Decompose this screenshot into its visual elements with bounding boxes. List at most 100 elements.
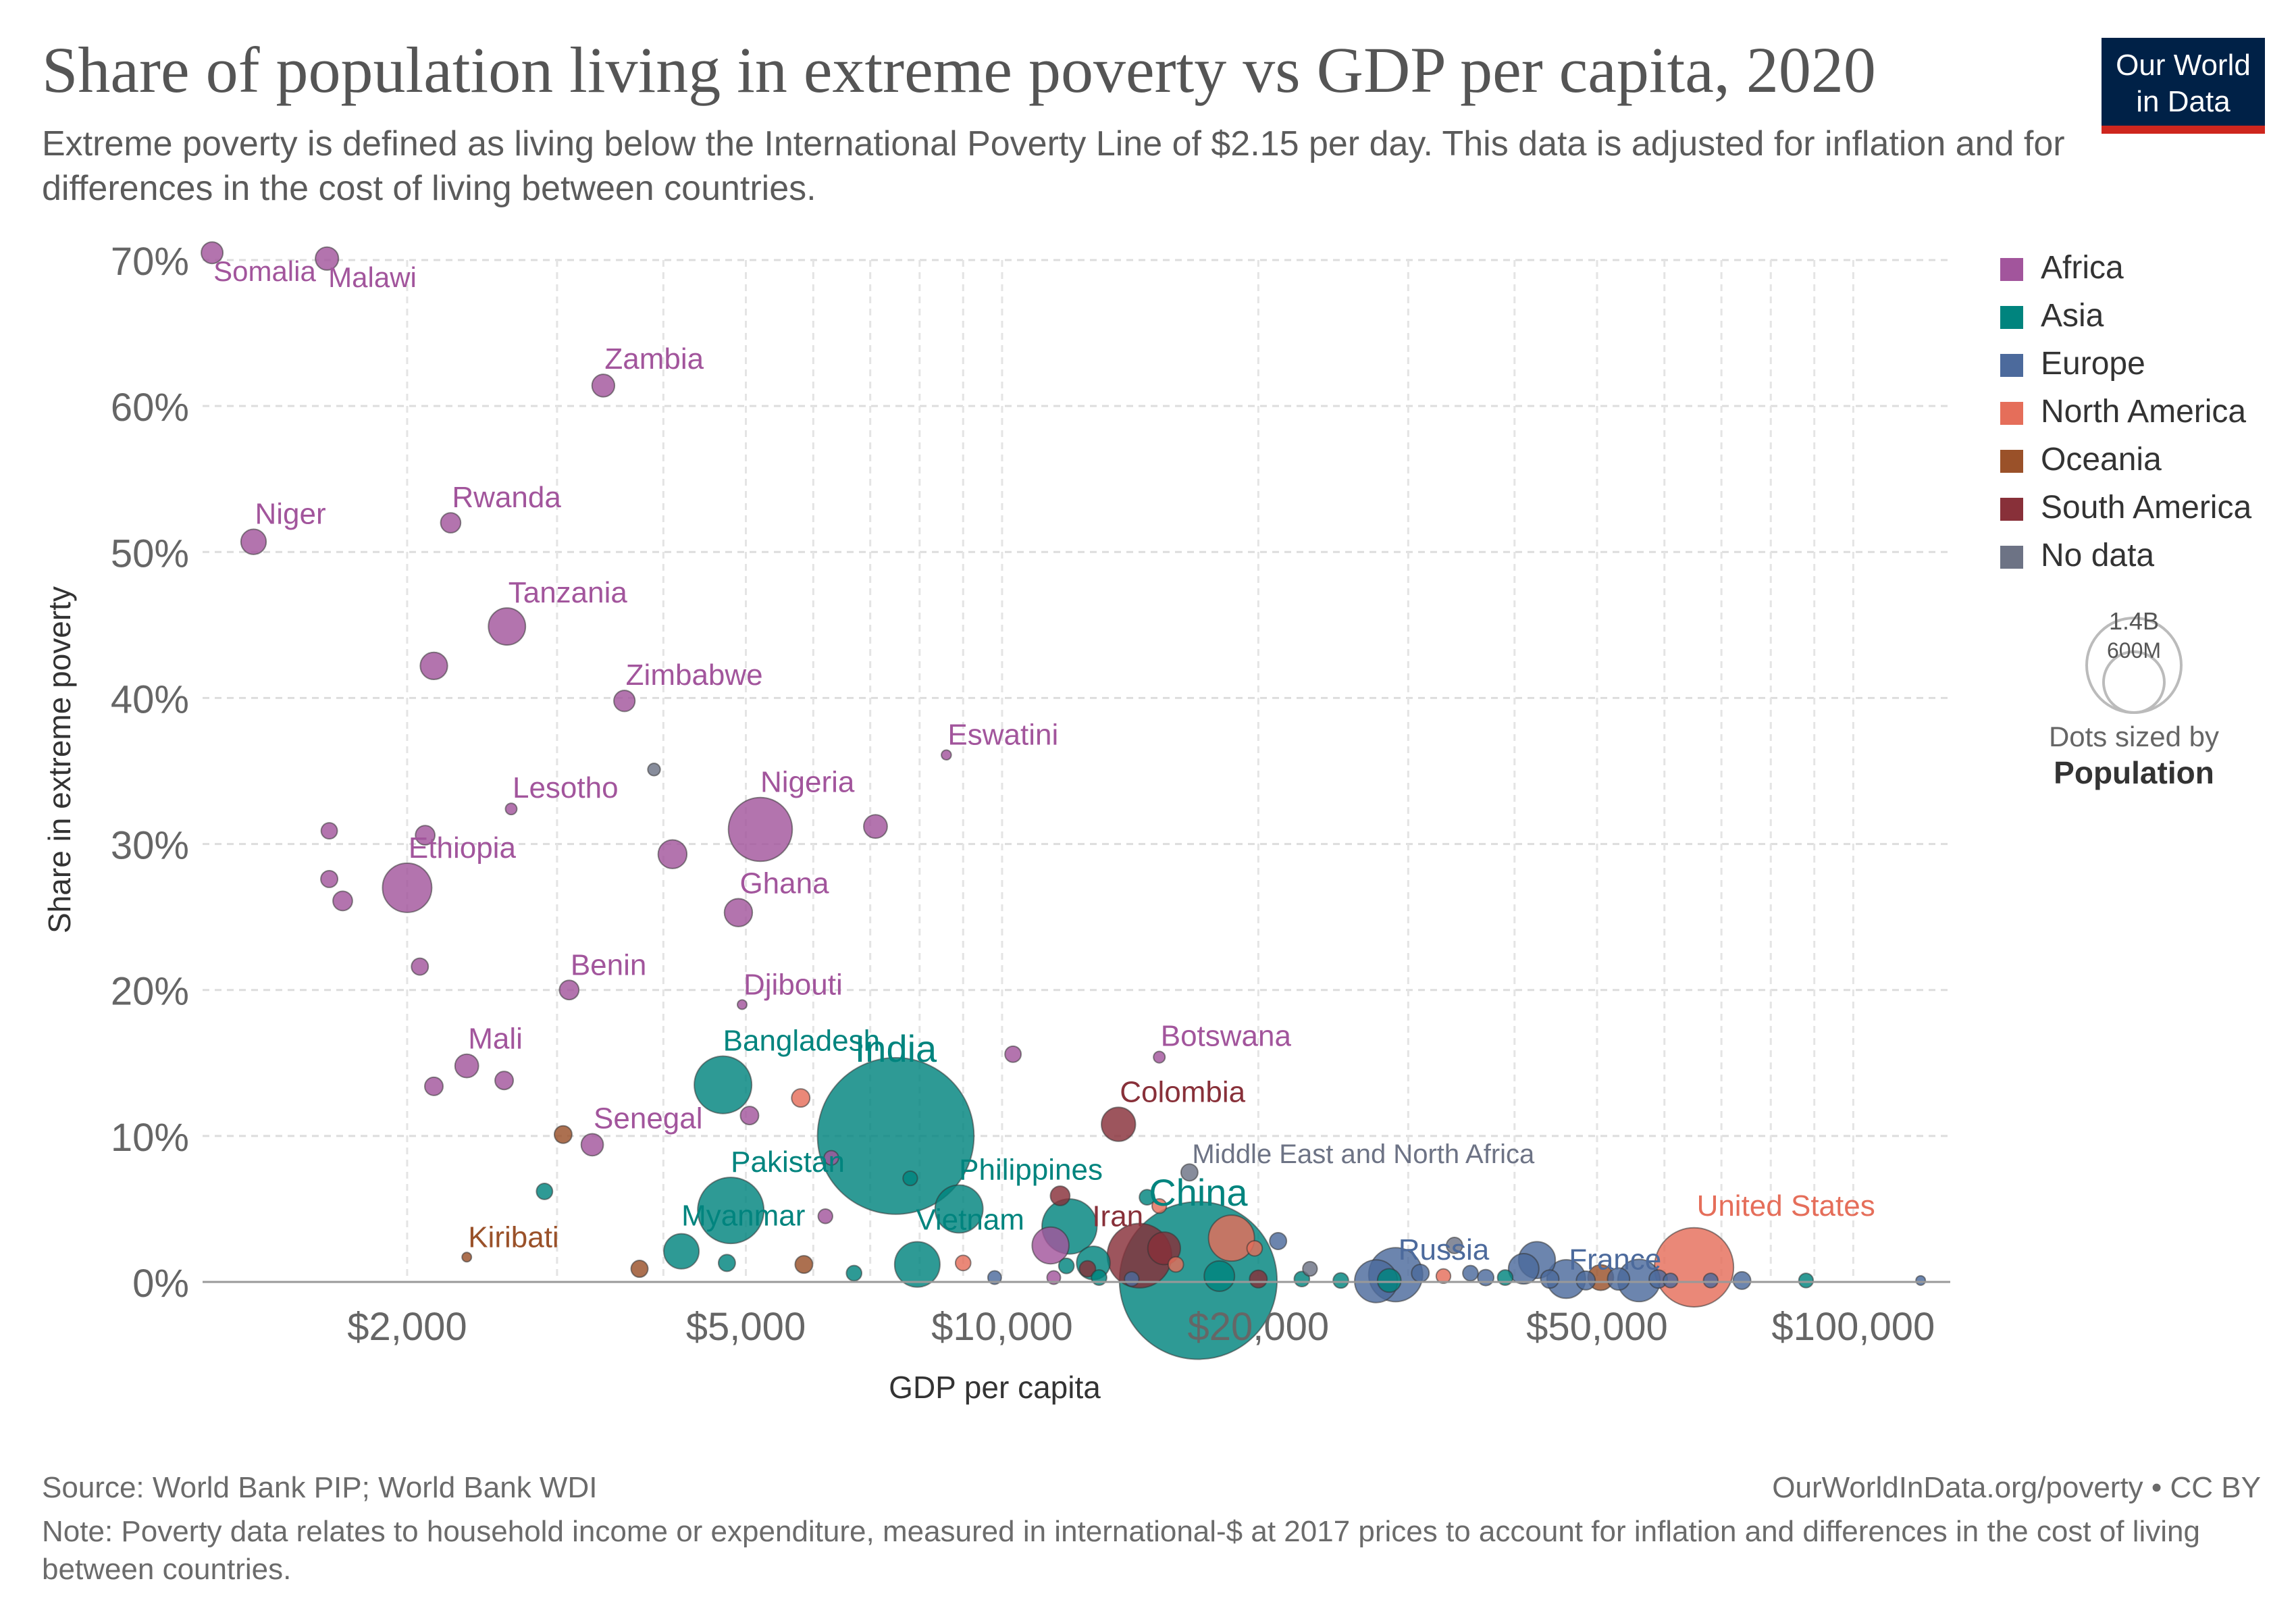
point-label: Malawi <box>328 261 417 293</box>
data-point <box>1915 1275 1927 1286</box>
data-point <box>201 241 224 265</box>
data-point <box>504 802 518 816</box>
data-point <box>1167 1256 1184 1273</box>
data-point <box>845 1264 863 1282</box>
legend-swatch <box>2000 498 2023 521</box>
data-point <box>382 862 433 913</box>
data-point <box>411 957 429 976</box>
point-label: Ghana <box>739 867 829 900</box>
point-label: Djibouti <box>743 968 843 1001</box>
source-note: Source: World Bank PIP; World Bank WDI <box>42 1471 598 1504</box>
legend-swatch <box>2000 546 2023 569</box>
size-legend-title: Dots sized by <box>2049 721 2219 752</box>
data-point <box>816 1057 975 1215</box>
data-point <box>240 528 267 555</box>
point-label: Colombia <box>1120 1075 1245 1108</box>
point-label: Nigeria <box>760 766 855 799</box>
point-label: Botswana <box>1161 1020 1292 1053</box>
data-point <box>1732 1270 1752 1290</box>
data-point <box>657 839 688 869</box>
license-link[interactable]: OurWorldInData.org/poverty • CC BY <box>1772 1471 2261 1504</box>
data-point <box>1101 1106 1137 1142</box>
point-label: Myanmar <box>681 1200 805 1233</box>
data-point <box>1607 1267 1631 1291</box>
data-point <box>630 1260 649 1279</box>
data-point <box>794 1255 814 1275</box>
legend-label: No data <box>2041 538 2154 573</box>
data-point <box>613 690 636 713</box>
data-point <box>791 1088 811 1108</box>
region-legend: Africa Asia Europe North America Oceania Sout… <box>2000 250 2251 573</box>
point-label: India <box>855 1027 937 1070</box>
data-point <box>1249 1269 1268 1289</box>
point-label: Pakistan <box>731 1146 845 1179</box>
data-point <box>591 374 616 398</box>
chart-subtitle: Extreme poverty is defined as living bel… <box>42 124 2065 208</box>
point-labels: Somalia Malawi Zambia Niger Rwanda Tanzania Zi… <box>213 255 1875 1276</box>
point-label: China <box>1149 1171 1248 1214</box>
point-label: Niger <box>255 497 325 530</box>
point-label: Somalia <box>213 255 316 287</box>
y-tick-label: 40% <box>111 677 189 721</box>
data-point <box>647 763 661 777</box>
point-label: Senegal <box>594 1102 702 1135</box>
data-point <box>1462 1264 1479 1282</box>
point-label: Philippines <box>959 1153 1103 1186</box>
data-point <box>723 898 754 927</box>
data-point <box>315 246 340 271</box>
data-point <box>739 1106 760 1126</box>
x-tick-label: $20,000 <box>1188 1305 1330 1349</box>
point-label: Benin <box>571 948 647 981</box>
legend-label: Europe <box>2041 346 2145 382</box>
x-tick-label: $50,000 <box>1526 1305 1668 1349</box>
point-label: Bangladesh <box>723 1025 880 1058</box>
data-point <box>494 1071 515 1091</box>
data-point <box>1445 1237 1463 1254</box>
point-label: Ethiopia <box>409 831 517 865</box>
legend-swatch <box>2000 354 2023 377</box>
data-point <box>1540 1269 1560 1289</box>
legend-swatch <box>2000 450 2023 473</box>
data-point <box>1207 1214 1255 1262</box>
legend-swatch <box>2000 258 2023 281</box>
data-point <box>558 979 580 1001</box>
data-point <box>1507 1253 1540 1285</box>
data-point <box>1302 1260 1318 1277</box>
data-point <box>1798 1272 1815 1289</box>
size-legend-small-label: 600M <box>2107 638 2161 663</box>
chart-title: Share of population living in extreme po… <box>42 34 1876 106</box>
point-label: Mali <box>468 1023 523 1056</box>
data-point <box>1269 1231 1288 1250</box>
data-point <box>424 1076 444 1096</box>
owid-logo[interactable]: Our World in Data <box>2102 38 2265 134</box>
y-axis-label: Share in extreme poverty <box>42 586 77 933</box>
point-label: Tanzania <box>508 576 628 609</box>
point-label: Rwanda <box>452 481 561 514</box>
data-point <box>1575 1270 1596 1291</box>
data-point <box>902 1170 918 1187</box>
data-point <box>1477 1268 1495 1287</box>
data-point <box>934 1184 984 1234</box>
logo-line-2: in Data <box>2136 85 2230 118</box>
point-label: Middle East and North Africa <box>1192 1139 1535 1169</box>
x-tick-label: $10,000 <box>931 1305 1073 1349</box>
x-tick-label: $5,000 <box>686 1305 806 1349</box>
data-point <box>663 1233 700 1270</box>
data-point <box>817 1208 833 1225</box>
data-point <box>1702 1272 1719 1289</box>
footnote: Note: Poverty data relates to household … <box>42 1515 2200 1586</box>
data-point <box>941 749 952 761</box>
size-legend-small-circle <box>2102 650 2166 714</box>
data-point <box>1151 1198 1168 1214</box>
y-tick-label: 0% <box>132 1262 189 1306</box>
data-point <box>454 1053 479 1079</box>
data-point <box>1411 1264 1430 1283</box>
data-point <box>553 1125 573 1144</box>
x-axis-label: GDP per capita <box>889 1370 1101 1405</box>
data-point <box>1004 1045 1022 1063</box>
data-point <box>320 822 338 840</box>
data-point <box>1435 1268 1452 1285</box>
data-point <box>440 512 462 534</box>
data-point <box>1246 1239 1263 1257</box>
